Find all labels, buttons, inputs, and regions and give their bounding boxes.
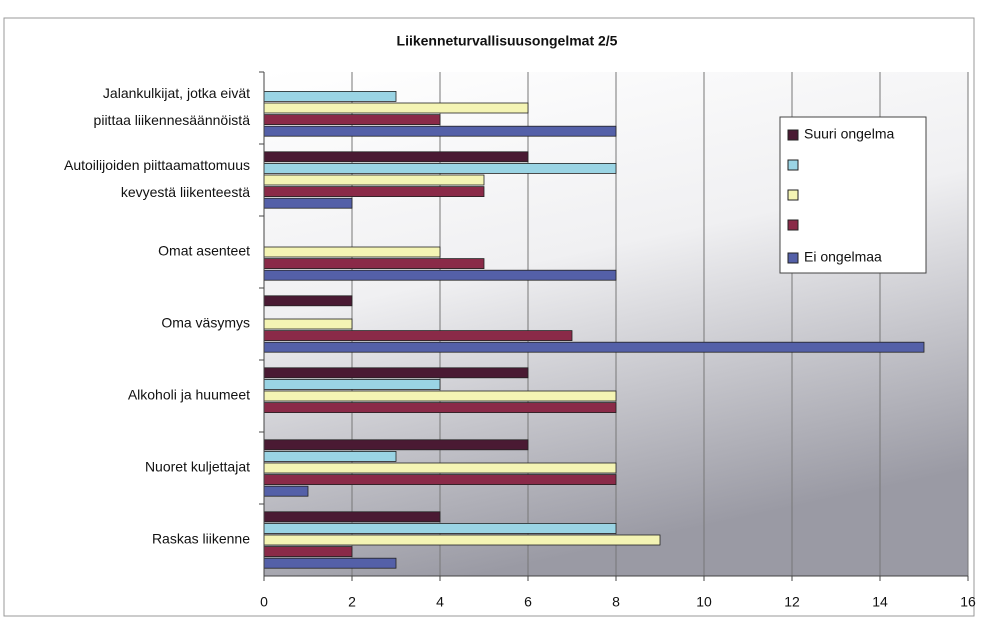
bar	[263, 341, 925, 353]
bar	[263, 114, 441, 125]
x-tick-label: 0	[260, 594, 268, 610]
bar	[263, 462, 617, 474]
bar	[263, 511, 441, 523]
bar	[263, 474, 617, 486]
bar	[263, 439, 529, 451]
legend-swatch	[787, 252, 799, 264]
legend-swatch	[787, 219, 799, 231]
x-tick-label: 12	[784, 594, 800, 610]
bar	[263, 151, 529, 163]
x-tick-label: 2	[348, 594, 356, 610]
bar	[263, 318, 353, 330]
bar	[263, 102, 529, 114]
chart-title: Liikenneturvallisuusongelmat 2/5	[397, 33, 618, 49]
y-tick-label: Autoilijoiden piittaamattomuus	[64, 157, 250, 173]
bar	[263, 174, 485, 186]
bar	[263, 162, 617, 174]
bar	[263, 295, 353, 307]
legend-swatch	[787, 129, 799, 141]
legend-swatch	[787, 189, 799, 201]
bar	[263, 258, 485, 270]
x-tick-label: 14	[872, 594, 888, 610]
legend-swatch	[787, 159, 799, 171]
bar	[263, 523, 617, 534]
bar	[263, 450, 397, 462]
x-tick-label: 8	[612, 594, 620, 610]
y-tick-label: Raskas liikenne	[152, 531, 250, 547]
bar	[263, 367, 529, 379]
bar	[263, 390, 617, 402]
bar	[263, 246, 441, 258]
x-tick-label: 6	[524, 594, 532, 610]
y-tick-label: piittaa liikennesäännöistä	[94, 112, 251, 128]
y-tick-label: Jalankulkijat, jotka eivät	[103, 85, 250, 101]
y-tick-label: kevyestä liikenteestä	[121, 184, 250, 200]
legend-label: Ei ongelmaa	[804, 249, 882, 265]
y-tick-label: Nuoret kuljettajat	[145, 459, 250, 475]
bar	[263, 330, 573, 342]
bar	[263, 197, 353, 209]
x-tick-label: 10	[696, 594, 712, 610]
bar	[263, 557, 397, 569]
bar	[263, 378, 441, 390]
x-tick-label: 16	[960, 594, 976, 610]
y-tick-label: Alkoholi ja huumeet	[128, 387, 250, 403]
bar	[263, 402, 617, 414]
y-tick-label: Oma väsymys	[161, 315, 250, 331]
legend	[779, 116, 927, 274]
bar	[263, 546, 353, 557]
x-tick-label: 4	[436, 594, 444, 610]
y-tick-label: Omat asenteet	[158, 243, 250, 259]
legend-label: Suuri ongelma	[804, 126, 894, 142]
bar	[263, 186, 485, 198]
bar	[263, 534, 661, 546]
bar	[263, 125, 617, 137]
bar	[263, 91, 397, 102]
bar	[263, 485, 309, 497]
bar	[263, 269, 617, 281]
